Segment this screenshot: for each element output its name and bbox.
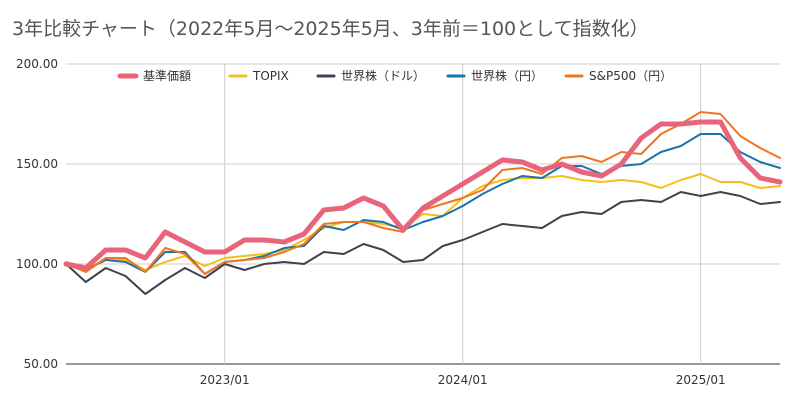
series-line-4	[65, 111, 781, 275]
y-tick-label: 200.00	[16, 57, 58, 71]
legend-label[interactable]: TOPIX	[252, 69, 289, 83]
x-tick-label: 2023/01	[200, 373, 250, 387]
legend-label[interactable]: 世界株（円）	[471, 68, 543, 83]
legend-label[interactable]: 世界株（ドル）	[341, 68, 425, 83]
y-tick-label: 50.00	[24, 357, 58, 371]
x-tick-label: 2025/01	[676, 373, 726, 387]
series-line-3	[65, 133, 781, 275]
series-line-1	[65, 173, 781, 271]
chart-title: 3年比較チャート（2022年5月〜2025年5月、3年前＝100として指数化）	[12, 18, 649, 40]
legend-label[interactable]: 基準価額	[143, 68, 191, 83]
y-tick-label: 100.00	[16, 257, 58, 271]
x-tick-label: 2024/01	[438, 373, 488, 387]
series-line-2	[65, 191, 781, 295]
y-tick-label: 150.00	[16, 157, 58, 171]
legend-label[interactable]: S&P500（円）	[589, 69, 672, 83]
series-line-0	[63, 119, 783, 271]
